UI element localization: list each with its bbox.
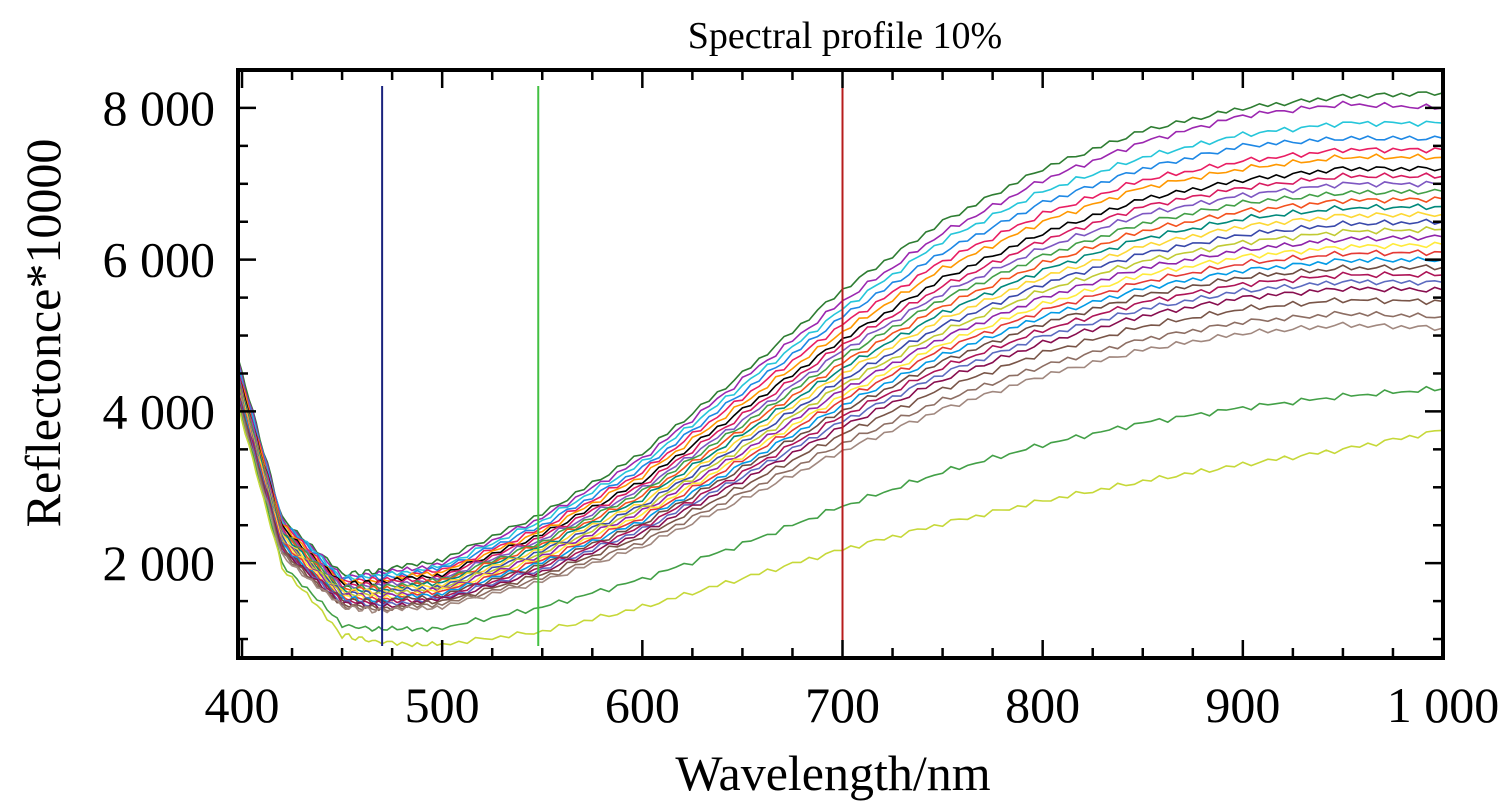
series-layer [238, 91, 1443, 648]
series-line-28 [238, 402, 1443, 648]
y-tick-label: 4 000 [103, 383, 216, 439]
series-line-12 [238, 203, 1443, 594]
series-line-2 [238, 100, 1443, 580]
x-tick-label: 500 [405, 677, 480, 733]
y-tick-labels: 2 000 4 000 6 000 8 000 [103, 80, 216, 591]
x-tick-label: 400 [205, 677, 280, 733]
series-line-10 [238, 188, 1443, 592]
series-line-26 [238, 321, 1443, 614]
x-tick-label: 1 000 [1387, 677, 1500, 733]
marker-layer [381, 86, 844, 646]
chart-title: Spectral profile 10% [688, 15, 1002, 57]
x-axis-label: Wavelength/nm [675, 745, 990, 801]
series-line-6 [238, 153, 1443, 587]
series-line-1 [238, 91, 1443, 577]
series-line-20 [238, 264, 1443, 606]
x-tick-label: 800 [1005, 677, 1080, 733]
y-tick-label: 8 000 [103, 80, 216, 136]
series-line-27 [238, 385, 1443, 633]
x-tick-labels: 400 500 600 700 800 900 1 000 [205, 677, 1500, 733]
series-line-13 [238, 211, 1443, 596]
series-line-8 [238, 172, 1443, 588]
series-line-23 [238, 285, 1443, 610]
x-tick-label: 900 [1205, 677, 1280, 733]
series-line-14 [238, 218, 1443, 597]
y-axis-label: Reflectonce*10000 [15, 139, 71, 528]
series-line-17 [238, 241, 1443, 602]
y-tick-label: 2 000 [103, 535, 216, 591]
series-line-19 [238, 256, 1443, 603]
x-tick-label: 600 [605, 677, 680, 733]
y-tick-label: 6 000 [103, 232, 216, 288]
tick-layer [238, 68, 1445, 658]
series-line-25 [238, 310, 1443, 612]
series-line-21 [238, 270, 1443, 606]
plot-frame [236, 68, 1445, 660]
x-tick-label: 700 [805, 677, 880, 733]
series-line-7 [238, 165, 1443, 588]
